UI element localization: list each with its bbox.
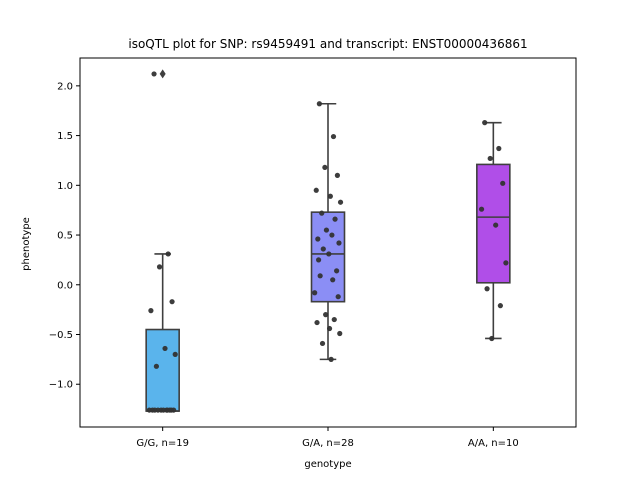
box-group-0: [145, 69, 180, 413]
data-point: [169, 299, 175, 305]
data-point: [489, 335, 495, 342]
data-point: [331, 316, 337, 323]
data-point: [334, 172, 341, 178]
y-tick-label: 0.0: [57, 280, 73, 291]
data-point: [168, 407, 174, 413]
data-point: [337, 199, 344, 205]
data-point: [312, 290, 318, 296]
data-point: [487, 155, 493, 162]
data-point: [165, 251, 171, 257]
box: [310, 211, 346, 303]
data-point: [319, 340, 326, 347]
data-point: [322, 164, 328, 171]
data-point: [337, 330, 343, 337]
data-point: [319, 210, 325, 216]
x-tick-label: G/A, n=28: [302, 438, 354, 449]
data-point: [160, 407, 167, 413]
data-point: [315, 257, 322, 263]
axes: −1.0 −0.5 0.0 0.5 1.0 1.5 2.0 G/G, n=19 G/A, n=2…: [49, 57, 577, 449]
plot-area: [145, 69, 511, 413]
y-axis-label: phenotype: [21, 217, 32, 271]
data-point: [332, 216, 338, 222]
data-point: [164, 407, 170, 413]
data-point: [316, 101, 322, 107]
data-point: [329, 232, 335, 238]
data-point: [326, 325, 333, 332]
data-point: [162, 345, 168, 352]
y-tick-label: −0.5: [49, 330, 73, 341]
data-point: [152, 407, 158, 413]
data-point: [323, 312, 329, 318]
data-point: [330, 277, 336, 283]
data-point: [156, 264, 163, 270]
data-point: [497, 303, 503, 309]
y-tick-label: −1.0: [49, 380, 73, 391]
data-point: [336, 240, 342, 246]
data-point: [327, 193, 333, 199]
x-tick-label: A/A, n=10: [468, 438, 519, 449]
data-point: [478, 206, 485, 212]
box: [145, 328, 180, 412]
y-tick-label: 2.0: [57, 81, 73, 92]
y-tick-label: 0.5: [57, 231, 73, 242]
data-point: [146, 407, 152, 413]
data-point: [172, 351, 178, 357]
data-point: [330, 133, 337, 140]
data-point: [334, 268, 340, 274]
data-point: [317, 273, 323, 279]
data-point: [323, 227, 330, 233]
data-point: [313, 187, 319, 193]
box-group-1: [310, 101, 346, 362]
data-point: [151, 71, 157, 77]
data-point: [496, 145, 502, 152]
y-tick-label: 1.5: [57, 131, 73, 142]
data-point: [326, 251, 332, 257]
data-point: [148, 308, 154, 314]
data-point: [335, 294, 341, 300]
data-point: [315, 236, 321, 242]
data-point: [493, 222, 499, 228]
data-point: [153, 363, 159, 369]
data-point: [484, 286, 490, 292]
data-point: [500, 180, 506, 186]
y-tick-label: 1.0: [57, 181, 73, 192]
data-point: [314, 319, 320, 326]
box-group-2: [476, 120, 511, 342]
x-axis-label: genotype: [304, 459, 351, 470]
data-point: [320, 246, 326, 252]
data-point: [328, 356, 334, 362]
data-point: [503, 260, 509, 266]
x-tick-label: G/G, n=19: [136, 438, 189, 449]
data-point: [482, 120, 488, 126]
outlier-marker: [159, 69, 166, 79]
chart-title: isoQTL plot for SNP: rs9459491 and trans…: [128, 37, 527, 51]
